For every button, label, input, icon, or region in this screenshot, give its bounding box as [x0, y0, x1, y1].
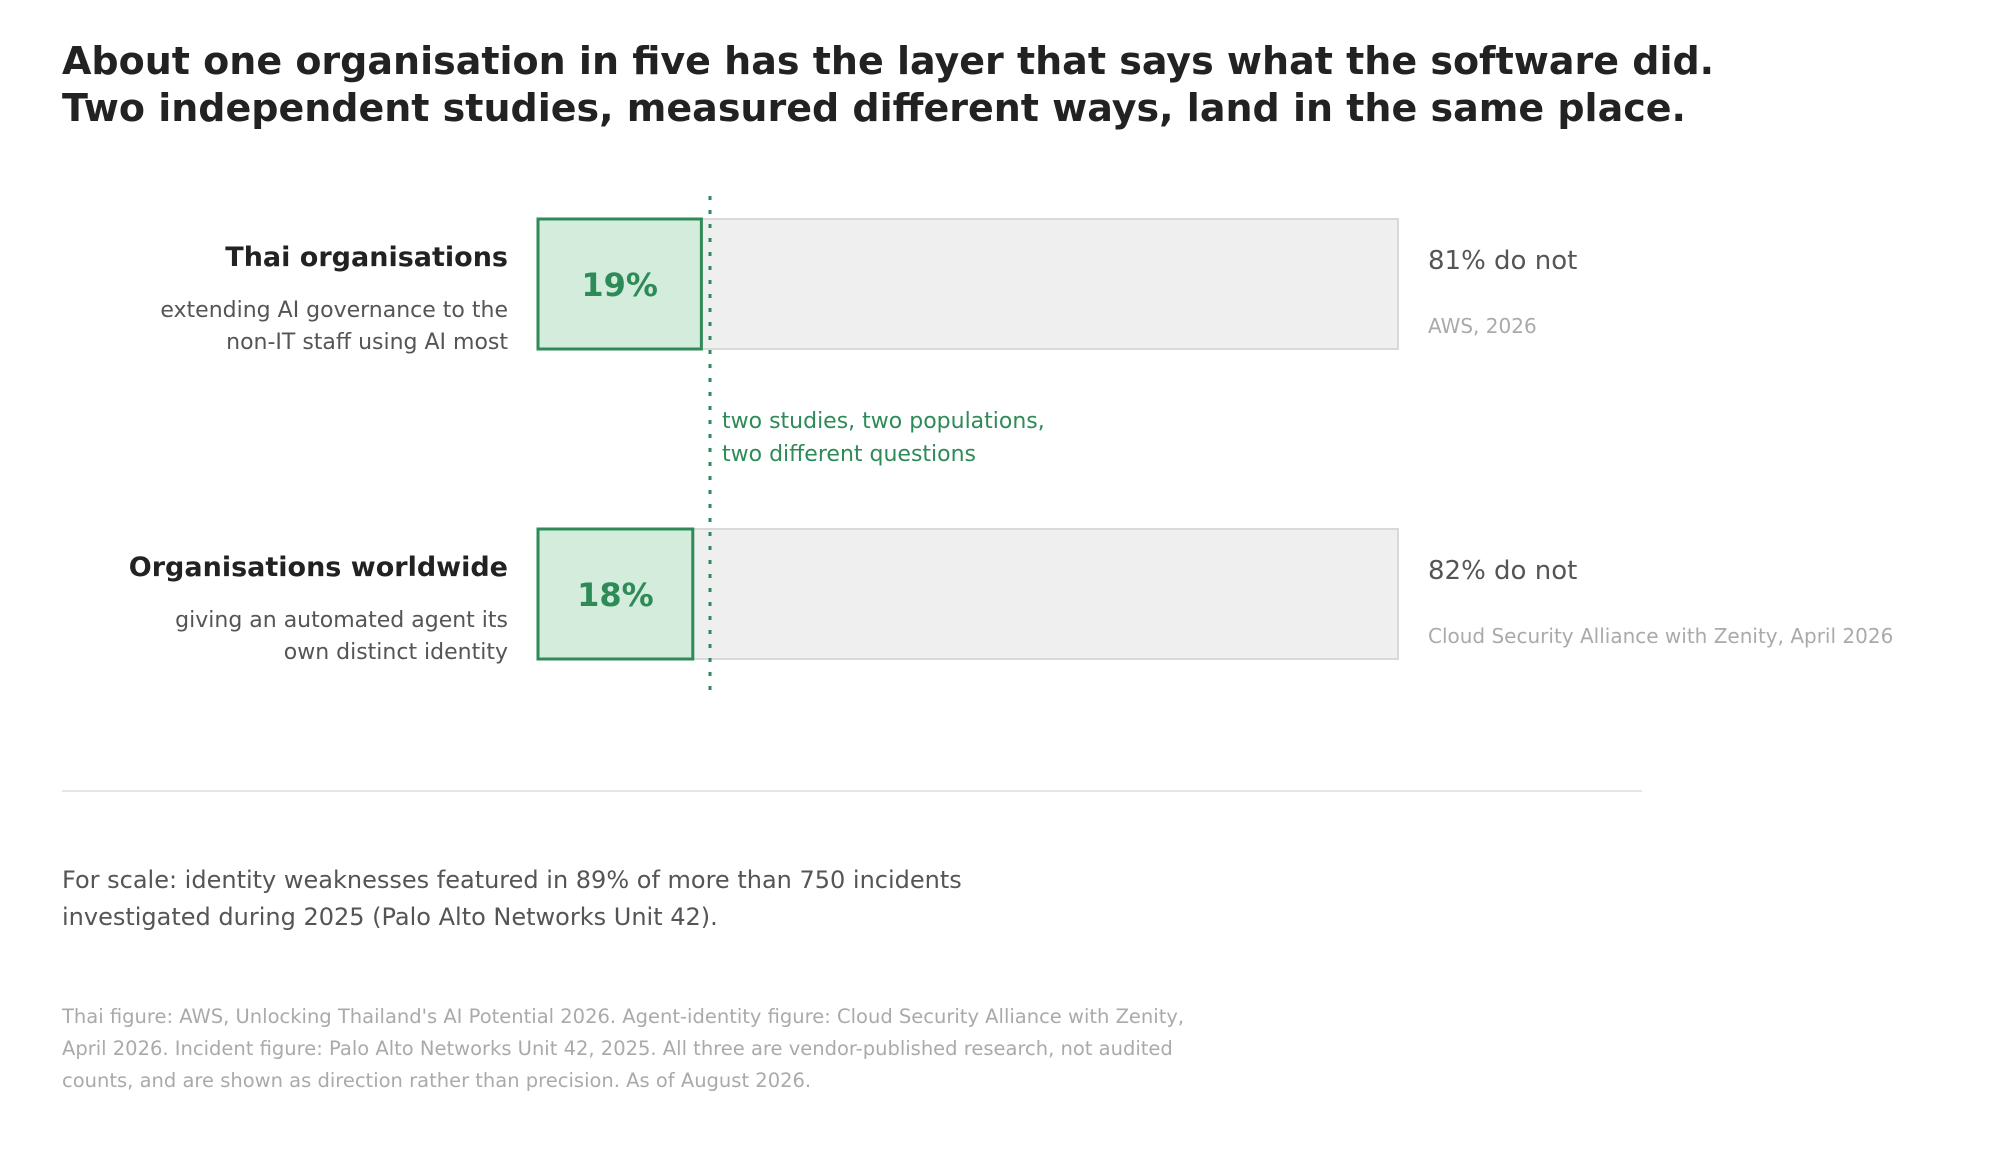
- chart-title-line-2: Two independent studies, measured differ…: [62, 86, 1686, 130]
- row-sublabel-2-line-2: own distinct identity: [284, 640, 508, 665]
- scale-note-line-2: investigated during 2025 (Palo Alto Netw…: [62, 903, 718, 931]
- chart-title-line-1: About one organisation in five has the l…: [62, 39, 1715, 83]
- divider: [62, 790, 1642, 792]
- remainder-bar-2: [691, 528, 1399, 660]
- sources-note: Thai figure: AWS, Unlocking Thailand's A…: [62, 1001, 1412, 1097]
- row-sublabel-2-line-1: giving an automated agent its: [175, 608, 508, 633]
- chart-title: About one organisation in five has the l…: [62, 38, 1714, 132]
- scale-note: For scale: identity weaknesses featured …: [62, 862, 1162, 936]
- value-bar-1: [536, 217, 703, 351]
- source-label-2: Cloud Security Alliance with Zenity, Apr…: [1428, 624, 1893, 648]
- row-sublabel-1-line-1: extending AI governance to the: [160, 298, 508, 323]
- remainder-label-1: 81% do not: [1428, 246, 1577, 276]
- remainder-bar-1: [700, 218, 1399, 350]
- value-bar-2: [536, 527, 695, 661]
- row-sublabel-1-line-2: non-IT staff using AI most: [226, 330, 508, 355]
- value-label-2: 18%: [577, 576, 654, 614]
- sources-line-3: counts, and are shown as direction rathe…: [62, 1069, 812, 1092]
- bar-chart: 19% Thai organisations extending AI govern…: [129, 196, 1893, 690]
- sources-line-1: Thai figure: AWS, Unlocking Thailand's A…: [62, 1005, 1185, 1028]
- remainder-label-2: 82% do not: [1428, 556, 1577, 586]
- row-label-2: Organisations worldwide: [129, 552, 508, 583]
- value-label-1: 19%: [581, 266, 658, 304]
- annotation-line-1: two studies, two populations,: [722, 409, 1045, 434]
- scale-note-line-1: For scale: identity weaknesses featured …: [62, 866, 962, 894]
- source-label-1: AWS, 2026: [1428, 314, 1537, 338]
- annotation-line-2: two different questions: [722, 442, 976, 467]
- sources-line-2: April 2026. Incident figure: Palo Alto N…: [62, 1037, 1173, 1060]
- row-label-1: Thai organisations: [225, 242, 508, 273]
